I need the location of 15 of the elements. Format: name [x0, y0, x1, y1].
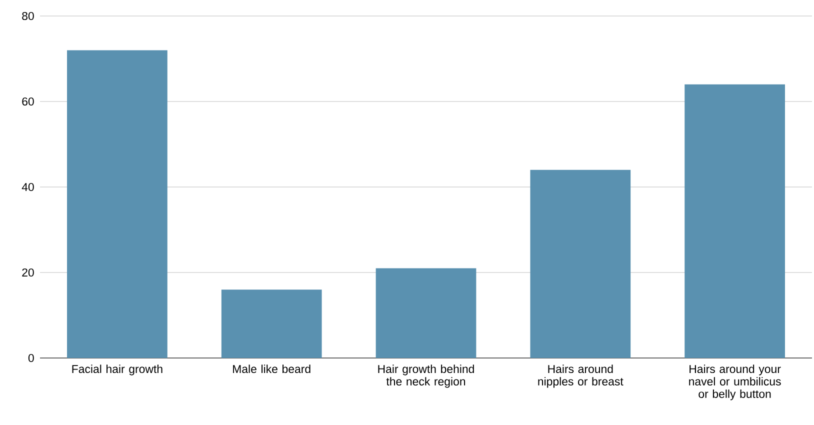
bar: [530, 170, 631, 358]
y-tick-label: 60: [22, 97, 34, 106]
bar: [67, 50, 168, 358]
x-tick-label: Male like beard: [233, 364, 310, 374]
bar: [684, 84, 785, 358]
bar: [221, 290, 322, 358]
x-tick-label: Hairs around nipples or breast: [538, 364, 624, 388]
x-tick-label: Hair growth behind the neck region: [378, 364, 474, 388]
y-tick-label: 0: [28, 354, 34, 362]
x-tick-label: Hairs around your navel or umbilicus or belly button: [689, 364, 781, 400]
x-tick-label: Facial hair growth: [72, 364, 162, 376]
y-tick-label: 20: [22, 268, 34, 277]
bar: [376, 268, 476, 358]
y-tick-label: 80: [22, 12, 34, 20]
y-tick-label: 40: [22, 182, 34, 192]
